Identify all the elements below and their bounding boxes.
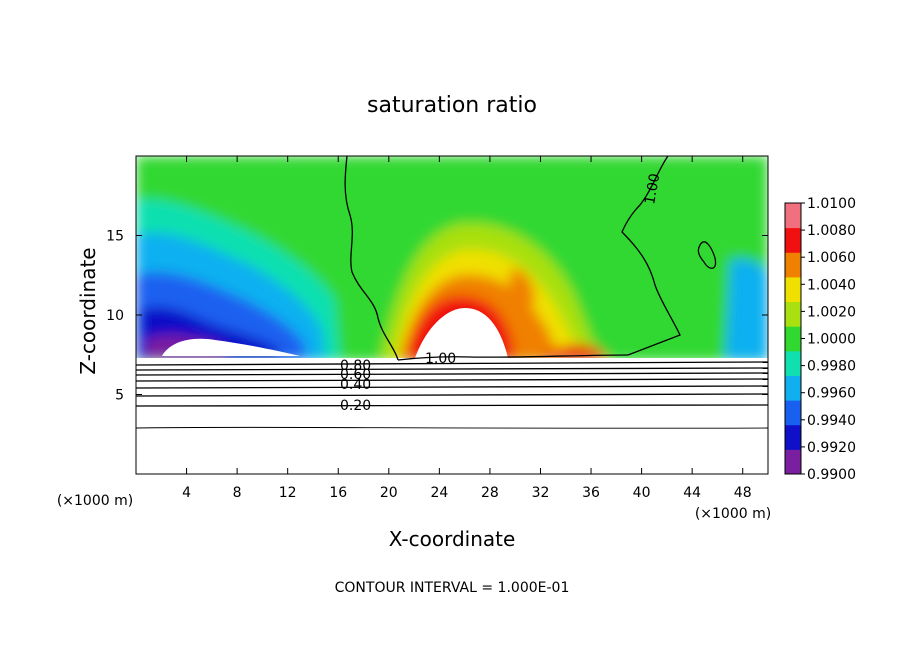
colorbar-swatch: [785, 252, 801, 278]
contour-label: 0.80: [340, 358, 371, 374]
colorbar-level-label: 0.9960: [807, 386, 856, 402]
contour-label: 0.40: [340, 377, 371, 393]
contour-lines: [136, 156, 768, 429]
colorbar-swatch: [785, 326, 801, 352]
colorbar-swatch: [785, 227, 801, 253]
y-tick-label: 15: [106, 229, 124, 245]
contour-labels: 1.00 1.00 0.80 0.60 0.40 0.20: [340, 172, 663, 414]
colorbar-swatch: [785, 400, 801, 426]
x-tick-label: 4: [182, 485, 191, 501]
colorbar-level-label: 1.0000: [807, 332, 856, 348]
y-tick-label: 5: [115, 388, 124, 404]
colorbar-swatch: [785, 301, 801, 327]
x-tick-label: 16: [329, 485, 347, 501]
colorbar-level-label: 0.9980: [807, 359, 856, 375]
contour-label: 0.60: [340, 367, 371, 383]
x-tick-label: 32: [532, 485, 550, 501]
z-unit-label: (×1000 m): [57, 493, 133, 509]
x-axis-label: X-coordinate: [389, 527, 516, 551]
x-tick-label: 48: [734, 485, 752, 501]
x-tick-label: 44: [683, 485, 701, 501]
x-tick-label: 24: [430, 485, 448, 501]
colorbar-level-label: 1.0060: [807, 250, 856, 266]
x-tick-label: 20: [380, 485, 398, 501]
y-tick-label: 10: [106, 308, 124, 324]
colorbar-swatch: [785, 203, 801, 229]
colorbar-swatch: [785, 449, 801, 475]
colorbar-level-label: 0.9900: [807, 467, 856, 483]
colorbar-swatch: [785, 276, 801, 303]
colorbar-level-label: 0.9940: [807, 413, 856, 429]
colorbar-level-label: 1.0080: [807, 223, 856, 239]
heatmap-field: [136, 156, 768, 474]
x-tick-label: 40: [633, 485, 651, 501]
colorbar-level-label: 1.0100: [807, 196, 856, 212]
contour-interval-note: CONTOUR INTERVAL = 1.000E-01: [335, 580, 570, 596]
colorbar-swatch: [785, 375, 801, 401]
x-unit-label: (×1000 m): [695, 506, 771, 522]
x-tick-label: 12: [279, 485, 297, 501]
contour-label: 1.00: [642, 172, 663, 205]
x-tick-label: 28: [481, 485, 499, 501]
contour-label: 0.20: [340, 398, 371, 414]
x-tick-label: 36: [582, 485, 600, 501]
x-tick-label: 8: [233, 485, 242, 501]
colorbar-level-label: 0.9920: [807, 440, 856, 456]
colorbar: 0.9900 0.9920 0.9940 0.9960 0.9980 1.0000 1.00…: [784, 196, 856, 483]
contour-label: 1.00: [425, 351, 456, 367]
y-axis-label: Z-coordinate: [76, 247, 100, 374]
colorbar-level-label: 1.0020: [807, 304, 856, 320]
chart-title: saturation ratio: [367, 93, 537, 118]
colorbar-swatch: [785, 350, 801, 376]
colorbar-swatch: [785, 424, 801, 450]
colorbar-level-label: 1.0040: [807, 277, 856, 293]
